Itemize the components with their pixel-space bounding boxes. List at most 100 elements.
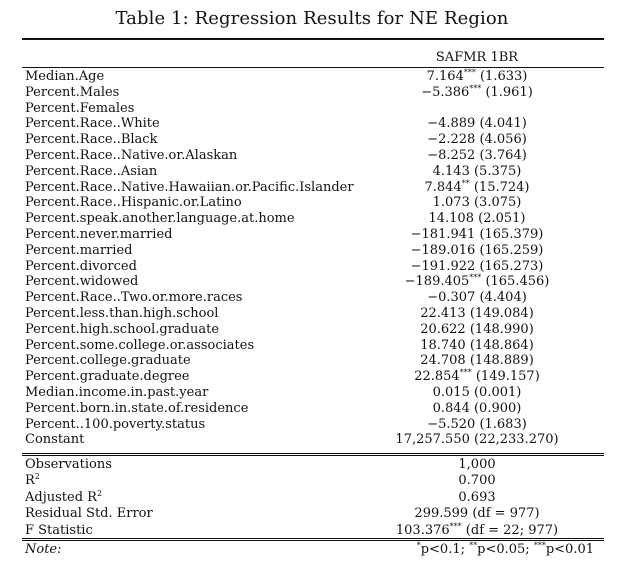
header-rule [22, 67, 604, 68]
significance-stars: *** [449, 521, 462, 531]
table-row: Percent.graduate.degree 22.854*** (149.15… [22, 369, 604, 385]
table-row: Percent.widowed −189.405*** (165.456) [22, 274, 604, 290]
table-row: Median.Age 7.164*** (1.633) [22, 69, 604, 85]
row-label: Percent.widowed [25, 274, 139, 290]
stat-extra: (df = 977) [472, 506, 540, 522]
standard-error: (149.157) [475, 369, 540, 385]
standard-error: (1.683) [479, 416, 527, 432]
standard-error: (15.724) [473, 179, 530, 195]
table-row: Percent.married −189.016 (165.259) [22, 243, 604, 259]
table-title: Table 1: Regression Results for NE Regio… [115, 8, 509, 29]
stat-label: Adjusted R2 [25, 488, 103, 506]
stat-label: Residual Std. Error [25, 506, 153, 522]
coefficient: 1.073 [432, 195, 470, 211]
row-value: 1.073 (3.075) [362, 195, 592, 211]
coefficient: −189.016 [410, 242, 476, 258]
row-label: Percent.Race..Two.or.more.races [25, 290, 243, 306]
note-rule-top-2 [22, 540, 604, 541]
note-stars-3: *** [533, 541, 546, 550]
row-value: −2.228 (4.056) [362, 132, 592, 148]
coefficient: 0.844 [432, 400, 470, 416]
coefficient: −189.405 [404, 274, 470, 290]
row-value: 22.413 (149.084) [362, 306, 592, 322]
table-row: Constant 17,257.550 (22,233.270) [22, 432, 604, 448]
standard-error: (2.051) [478, 211, 526, 227]
row-label: Percent.never.married [25, 227, 173, 242]
note-p1: p<0.1; [420, 542, 465, 557]
stat-row: F Statistic 103.376*** (df = 22; 977) [22, 521, 604, 539]
coefficient: 4.143 [432, 163, 470, 179]
coefficient: 17,257.550 [395, 432, 470, 448]
coefficient: 18.740 [420, 337, 466, 353]
stat-number: 0.700 [458, 473, 496, 489]
note-stars-2: ** [469, 541, 478, 550]
row-label: Percent.high.school.graduate [25, 321, 220, 337]
table-row: Percent.speak.another.language.at.home 14… [22, 211, 604, 227]
row-label: Percent.born.in.state.of.residence [25, 400, 249, 416]
row-label: Percent.speak.another.language.at.home [25, 211, 295, 227]
coefficient: −0.307 [427, 290, 476, 306]
note-label: Note: [25, 542, 62, 557]
row-label: Constant [25, 432, 85, 448]
stat-label-superscript: 2 [96, 488, 103, 498]
column-header: SAFMR 1BR [435, 50, 519, 65]
row-label: Percent.Race..Black [25, 132, 158, 148]
significance-stars: *** [469, 273, 482, 283]
row-value: 7.164*** (1.633) [362, 69, 592, 85]
coefficient: 0.015 [432, 385, 470, 400]
row-value: −8.252 (3.764) [362, 148, 592, 164]
standard-error: (165.259) [479, 242, 544, 258]
note-p2: p<0.05; [477, 542, 530, 557]
standard-error: (148.990) [469, 321, 534, 337]
stat-row: R2 0.700 [22, 473, 604, 489]
row-label: Percent.Race..White [25, 116, 160, 132]
standard-error: (4.056) [479, 132, 527, 148]
row-value: −181.941 (165.379) [362, 227, 592, 243]
standard-error: (5.375) [473, 163, 522, 179]
standard-error: (0.001) [473, 385, 522, 400]
stat-value: 103.376*** (df = 22; 977) [362, 521, 592, 539]
row-label: Percent.Race..Native.Hawaiian.or.Pacific… [25, 179, 354, 195]
row-label: Percent.graduate.degree [25, 369, 190, 385]
significance-stars: *** [459, 368, 472, 378]
table-row: Percent.Race..Two.or.more.races −0.307 (4… [22, 290, 604, 306]
row-value: 18.740 (148.864) [362, 338, 592, 354]
standard-error: (165.379) [479, 227, 544, 242]
standard-error: (4.404) [479, 290, 527, 306]
note-stars-1: * [416, 541, 421, 550]
stat-number: 1,000 [458, 457, 496, 472]
coefficient: 7.164 [426, 69, 464, 84]
row-label: Median.income.in.past.year [25, 385, 209, 400]
stat-label-text: Residual Std. Error [25, 506, 153, 522]
standard-error: (165.273) [479, 258, 544, 274]
stat-number: 299.599 [414, 506, 469, 522]
stat-number: 103.376 [395, 522, 450, 538]
row-value: −5.520 (1.683) [362, 417, 592, 433]
row-label: Percent.divorced [25, 258, 137, 274]
row-label: Percent.Race..Native.or.Alaskan [25, 148, 238, 163]
stat-label-text: Adjusted R [25, 489, 97, 505]
row-value: −0.307 (4.404) [362, 290, 592, 306]
table-row: Percent.Race..Black −2.228 (4.056) [22, 132, 604, 148]
table-row: Percent.Race..Hispanic.or.Latino 1.073 (3… [22, 195, 604, 211]
stat-label-text: R [25, 473, 35, 489]
stat-label: R2 [25, 473, 40, 489]
table-row: Percent.never.married −181.941 (165.379) [22, 227, 604, 243]
table-row: Percent.high.school.graduate 20.622 (148.… [22, 322, 604, 338]
row-label: Percent.Race..Hispanic.or.Latino [25, 195, 242, 211]
stat-number: 0.693 [458, 489, 496, 505]
stat-label-superscript: 2 [34, 472, 40, 482]
standard-error: (149.084) [469, 306, 534, 321]
stat-label: F Statistic [25, 523, 93, 539]
row-label: Percent..100.poverty.status [25, 416, 206, 432]
significance-stars: *** [463, 68, 476, 77]
stat-value: 0.693 [362, 490, 592, 506]
row-value: 0.844 (0.900) [362, 401, 592, 417]
standard-error: (165.456) [485, 274, 550, 290]
row-value: −189.405*** (165.456) [362, 274, 592, 290]
row-label: Median.Age [25, 69, 105, 84]
significance-stars: ** [461, 178, 470, 188]
row-label: Percent.college.graduate [25, 353, 191, 369]
stat-label-text: Observations [25, 457, 112, 472]
row-value: 14.108 (2.051) [362, 211, 592, 227]
